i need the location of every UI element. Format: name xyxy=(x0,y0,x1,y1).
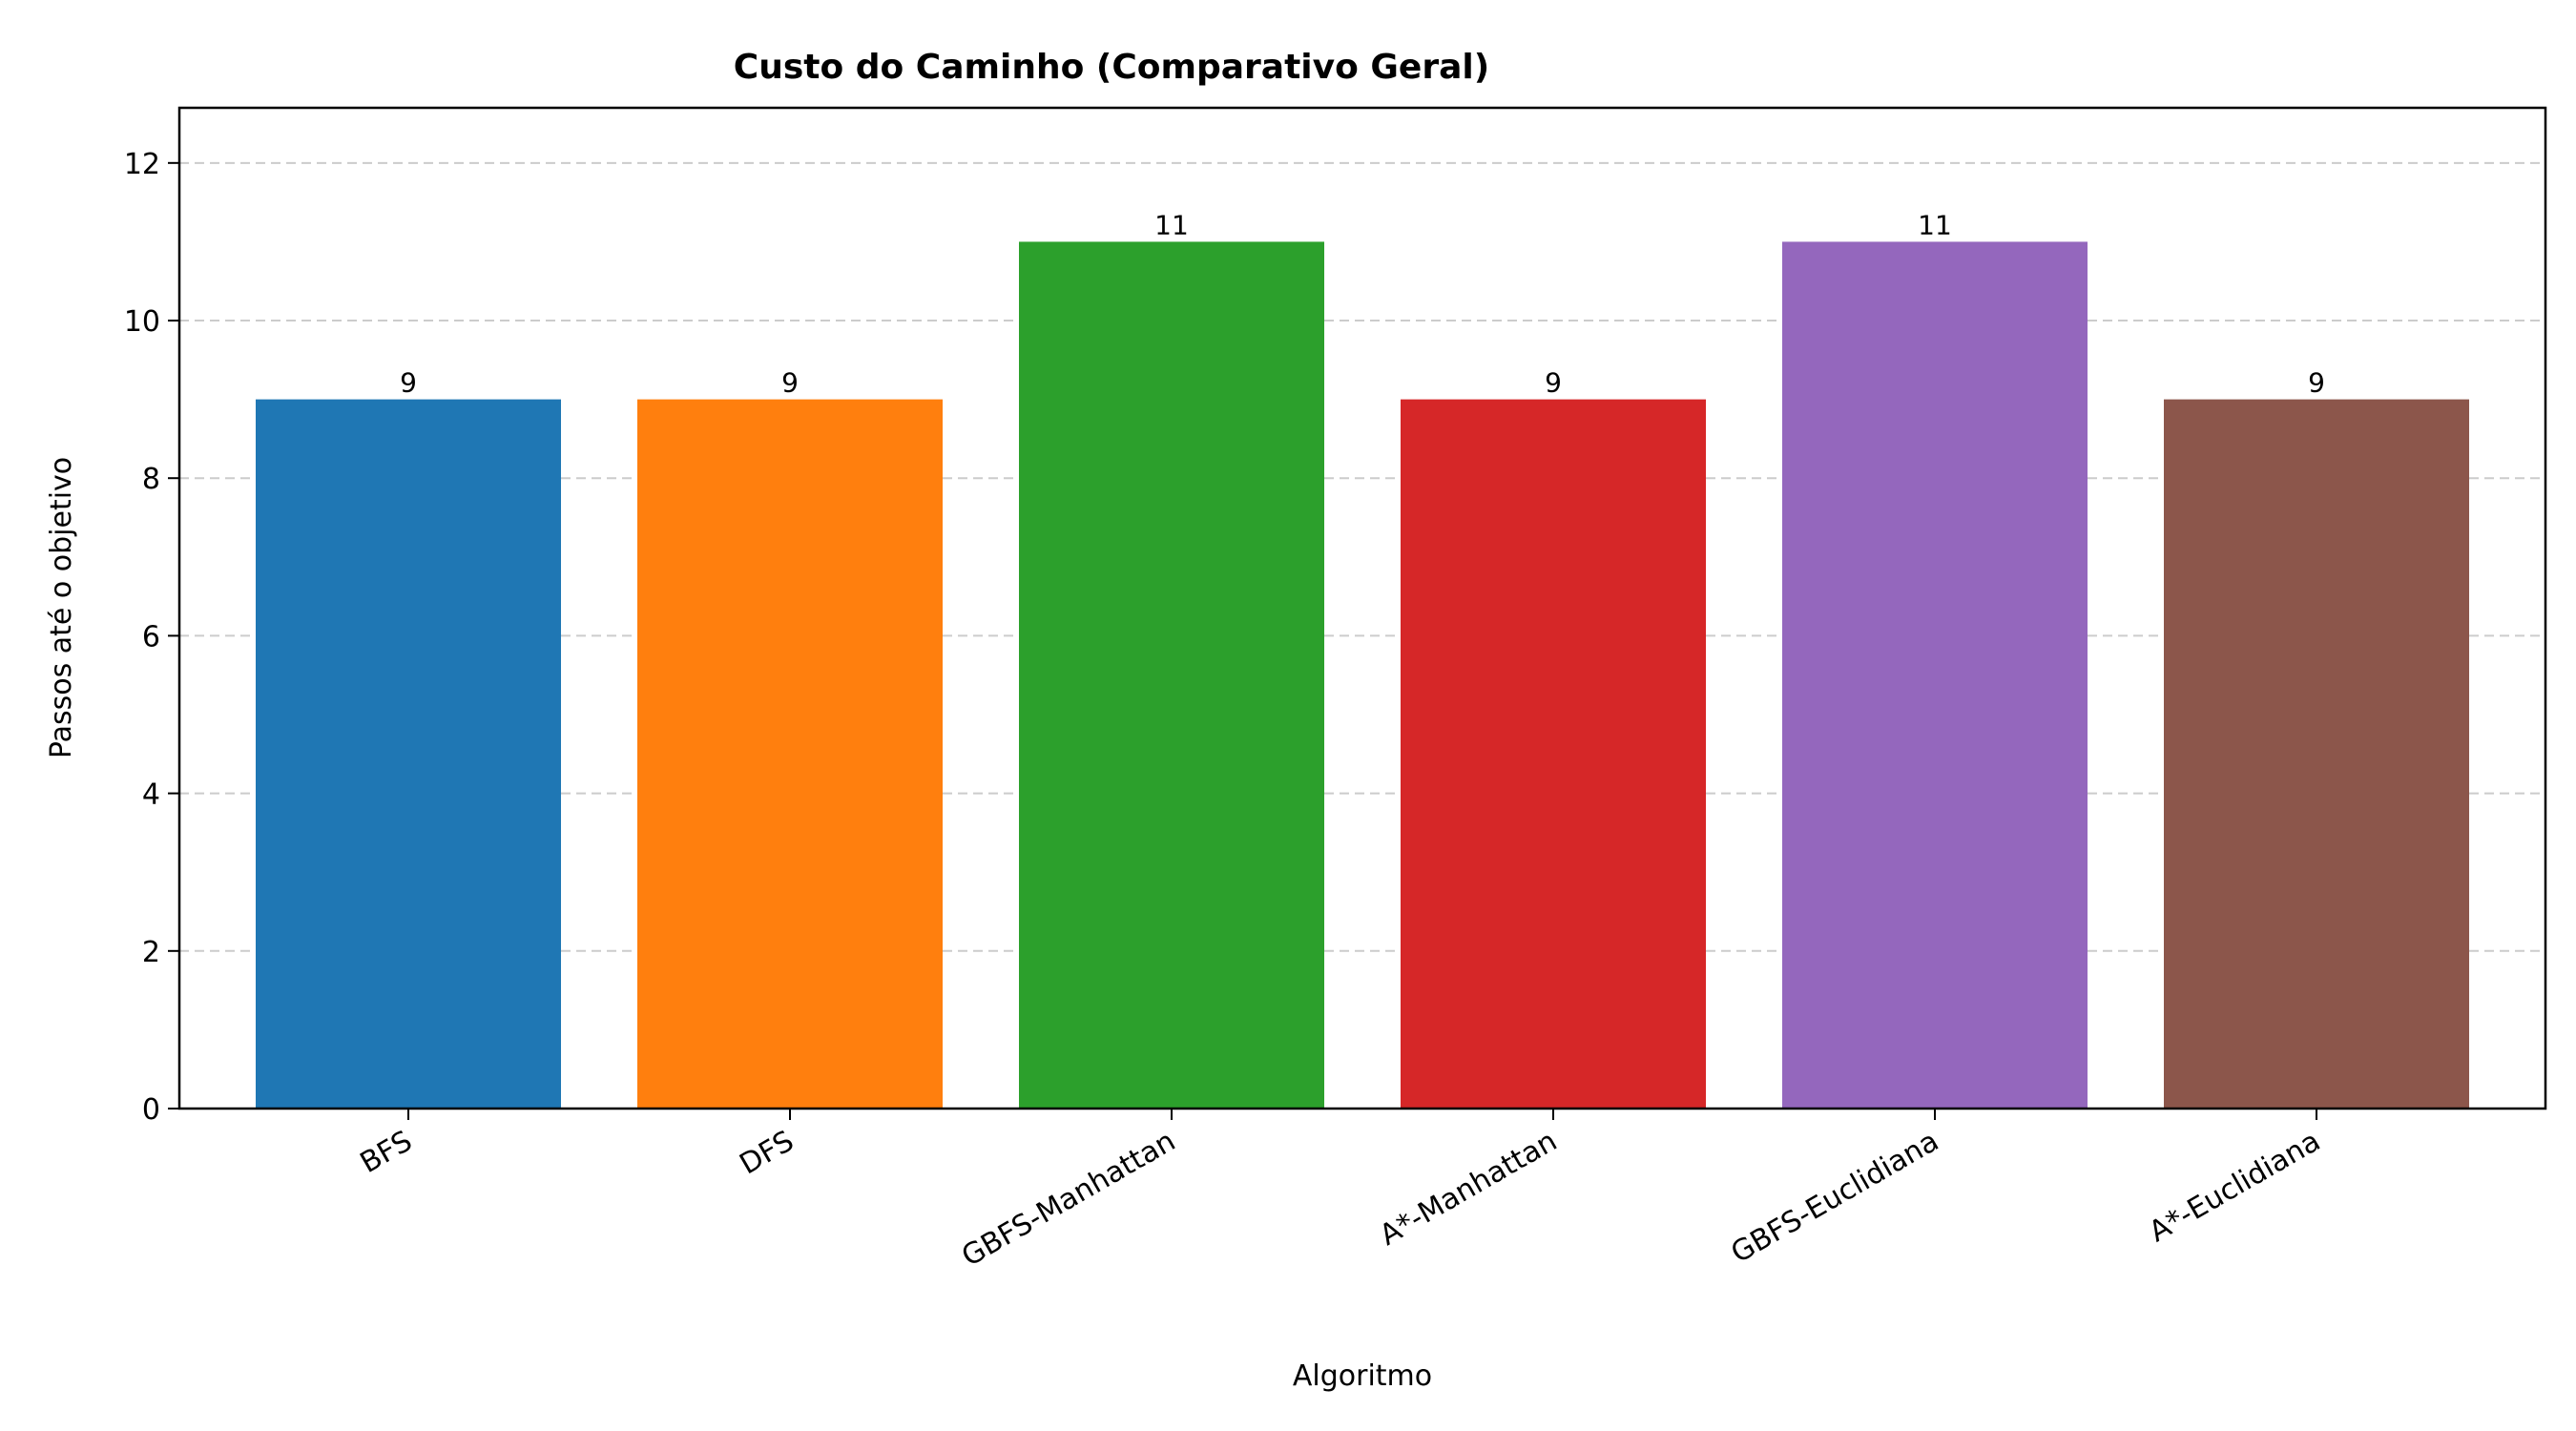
x-tick-label: GBFS-Manhattan xyxy=(956,1125,1181,1274)
x-tick-label: BFS xyxy=(355,1125,418,1180)
bar xyxy=(1401,399,1706,1110)
bar xyxy=(637,399,943,1110)
x-tick-label: A*-Euclidiana xyxy=(2144,1125,2326,1250)
bars xyxy=(256,241,2469,1110)
grid-lines xyxy=(179,161,2545,952)
bar-value-labels: 9 9 11 9 11 9 xyxy=(400,209,2325,398)
y-tick-label: 6 xyxy=(142,620,160,653)
bar-value-label: 11 xyxy=(1918,209,1952,240)
bar xyxy=(256,399,561,1110)
bar-value-label: 9 xyxy=(781,367,799,399)
y-tick-label: 12 xyxy=(124,148,160,181)
x-tick-label: GBFS-Euclidiana xyxy=(1726,1125,1944,1271)
y-tick-label: 4 xyxy=(142,778,160,812)
x-tick-label: A*-Manhattan xyxy=(1374,1125,1563,1253)
y-tick-label: 10 xyxy=(124,305,160,339)
bar-value-label: 9 xyxy=(2308,367,2325,399)
y-axis-ticks: 0 2 4 6 8 10 12 xyxy=(124,148,179,1127)
bar-value-label: 11 xyxy=(1154,209,1189,240)
x-axis-ticks: BFS DFS GBFS-Manhattan A*-Manhattan GBFS-Euc… xyxy=(355,1109,2326,1274)
y-tick-label: 2 xyxy=(142,936,160,969)
bar xyxy=(2164,399,2469,1110)
bar xyxy=(1782,241,2088,1109)
bar-value-label: 9 xyxy=(400,367,417,399)
y-tick-label: 0 xyxy=(142,1093,160,1127)
y-tick-label: 8 xyxy=(142,463,160,496)
plot-frame xyxy=(177,106,2547,1110)
bar xyxy=(1019,241,1324,1109)
bar-value-label: 9 xyxy=(1545,367,1562,399)
x-axis-label: Algoritmo xyxy=(1293,1359,1432,1393)
y-axis-label: Passos até o objetivo xyxy=(45,457,78,758)
chart-title: Custo do Caminho (Comparativo Geral) xyxy=(734,48,1489,87)
x-tick-label: DFS xyxy=(735,1125,800,1182)
